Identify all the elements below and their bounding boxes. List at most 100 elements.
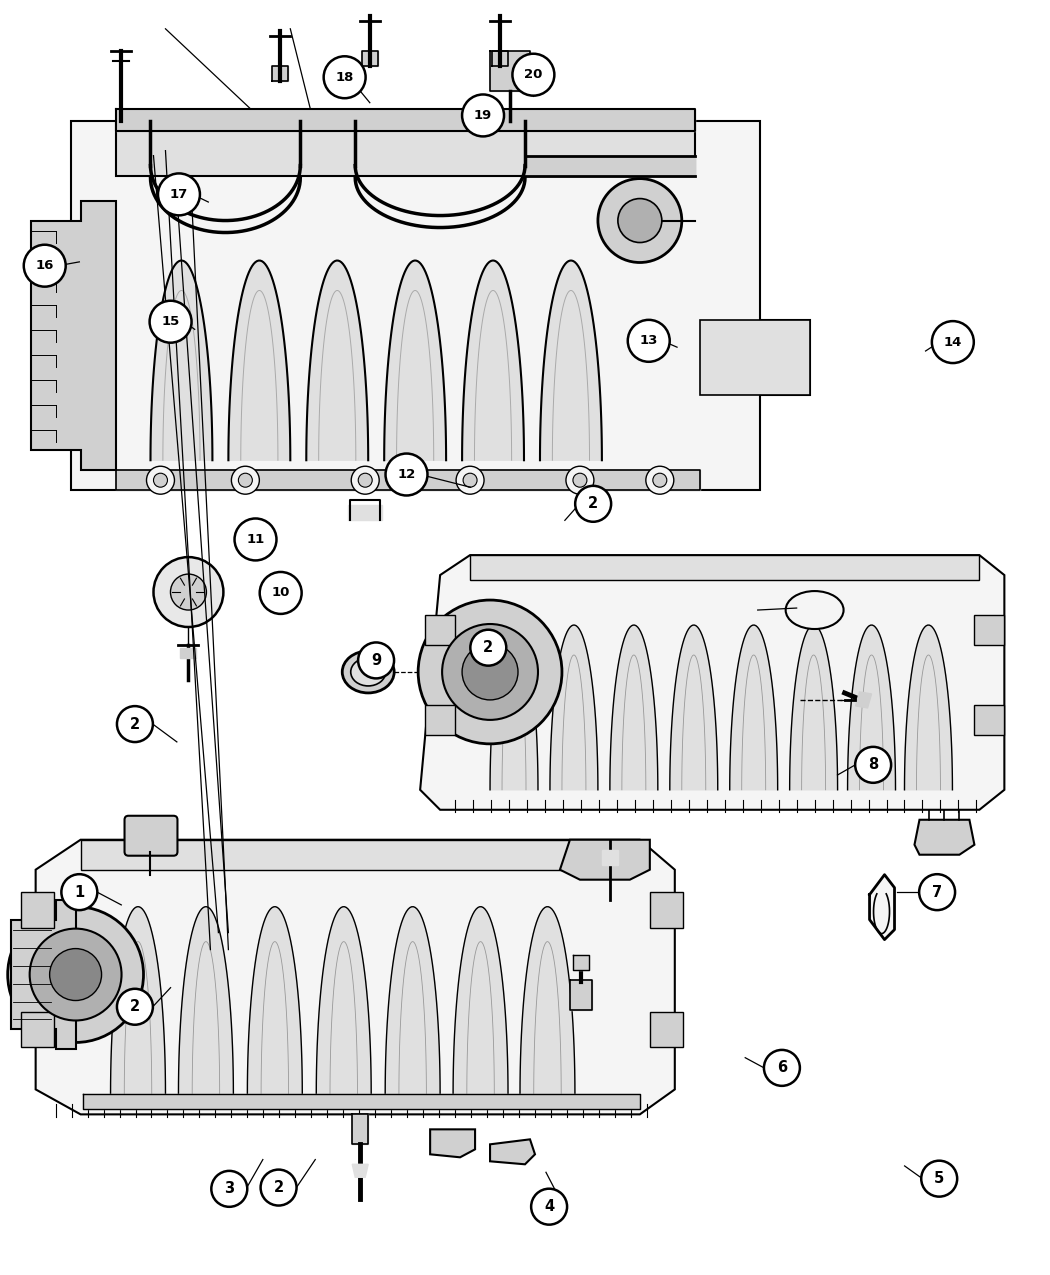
Text: 11: 11 — [247, 533, 265, 546]
Text: 3: 3 — [225, 1182, 234, 1196]
Circle shape — [231, 467, 259, 495]
Text: 2: 2 — [588, 496, 598, 511]
Polygon shape — [349, 505, 382, 520]
Circle shape — [463, 473, 477, 487]
Polygon shape — [492, 51, 508, 66]
Polygon shape — [307, 260, 369, 460]
Text: 13: 13 — [639, 334, 658, 347]
Polygon shape — [869, 875, 895, 940]
Circle shape — [158, 173, 200, 215]
Circle shape — [566, 467, 594, 495]
Ellipse shape — [785, 592, 843, 629]
Circle shape — [512, 54, 554, 96]
Circle shape — [919, 875, 956, 910]
Polygon shape — [560, 840, 650, 880]
Circle shape — [385, 454, 427, 496]
Polygon shape — [610, 625, 657, 789]
Circle shape — [61, 875, 98, 910]
Circle shape — [653, 473, 667, 487]
Circle shape — [24, 245, 66, 287]
FancyBboxPatch shape — [125, 816, 177, 856]
Polygon shape — [181, 648, 196, 658]
Polygon shape — [915, 820, 974, 854]
Circle shape — [628, 320, 670, 362]
Circle shape — [470, 630, 506, 666]
Circle shape — [153, 557, 224, 627]
Circle shape — [921, 1160, 958, 1197]
Polygon shape — [974, 615, 1005, 645]
Text: 20: 20 — [524, 68, 543, 82]
Circle shape — [7, 907, 144, 1043]
Circle shape — [442, 623, 538, 720]
Polygon shape — [430, 1130, 475, 1158]
Polygon shape — [602, 849, 617, 864]
Circle shape — [418, 601, 562, 743]
Polygon shape — [316, 907, 372, 1094]
Polygon shape — [790, 625, 838, 789]
Text: 1: 1 — [75, 885, 84, 900]
Circle shape — [352, 467, 379, 495]
Polygon shape — [116, 108, 695, 130]
Text: 7: 7 — [932, 885, 942, 900]
Polygon shape — [21, 891, 54, 928]
Polygon shape — [10, 900, 76, 1049]
Polygon shape — [650, 1011, 683, 1048]
Circle shape — [260, 1169, 296, 1206]
Circle shape — [456, 467, 484, 495]
Text: 12: 12 — [397, 468, 416, 481]
Polygon shape — [699, 320, 810, 395]
Circle shape — [531, 1188, 567, 1225]
Circle shape — [149, 301, 191, 343]
Text: 5: 5 — [934, 1172, 944, 1186]
Polygon shape — [420, 555, 1005, 810]
Text: 15: 15 — [162, 315, 180, 328]
Circle shape — [153, 473, 167, 487]
Circle shape — [855, 747, 891, 783]
Circle shape — [259, 572, 301, 613]
Polygon shape — [540, 260, 602, 460]
Polygon shape — [425, 615, 455, 645]
Circle shape — [573, 473, 587, 487]
Circle shape — [29, 928, 122, 1020]
Polygon shape — [670, 625, 718, 789]
Polygon shape — [550, 625, 597, 789]
Polygon shape — [904, 625, 952, 789]
Polygon shape — [525, 156, 695, 176]
Text: 19: 19 — [474, 108, 492, 122]
Polygon shape — [462, 260, 524, 460]
Text: 16: 16 — [36, 259, 54, 272]
Polygon shape — [116, 121, 695, 176]
Text: 8: 8 — [868, 757, 878, 773]
Polygon shape — [520, 907, 575, 1094]
Text: 2: 2 — [273, 1181, 284, 1195]
Polygon shape — [856, 692, 872, 708]
Text: 10: 10 — [272, 586, 290, 599]
Circle shape — [358, 643, 394, 678]
Polygon shape — [490, 1140, 536, 1164]
Polygon shape — [30, 200, 116, 470]
Circle shape — [764, 1049, 800, 1086]
Polygon shape — [229, 260, 290, 460]
Polygon shape — [352, 1114, 369, 1145]
Circle shape — [323, 56, 365, 98]
Polygon shape — [974, 705, 1005, 734]
Polygon shape — [470, 555, 980, 580]
Polygon shape — [70, 121, 810, 490]
Text: 2: 2 — [130, 1000, 140, 1014]
Polygon shape — [384, 260, 446, 460]
Circle shape — [117, 989, 153, 1025]
Polygon shape — [83, 1094, 639, 1109]
Text: 17: 17 — [170, 187, 188, 201]
Text: 4: 4 — [544, 1200, 554, 1214]
Polygon shape — [730, 625, 778, 789]
Text: 18: 18 — [335, 70, 354, 84]
Polygon shape — [248, 907, 302, 1094]
Polygon shape — [650, 891, 683, 928]
Polygon shape — [425, 705, 455, 734]
Polygon shape — [110, 907, 166, 1094]
Circle shape — [462, 644, 518, 700]
Polygon shape — [150, 260, 212, 460]
Circle shape — [597, 179, 681, 263]
Polygon shape — [362, 51, 378, 66]
Ellipse shape — [342, 652, 394, 692]
